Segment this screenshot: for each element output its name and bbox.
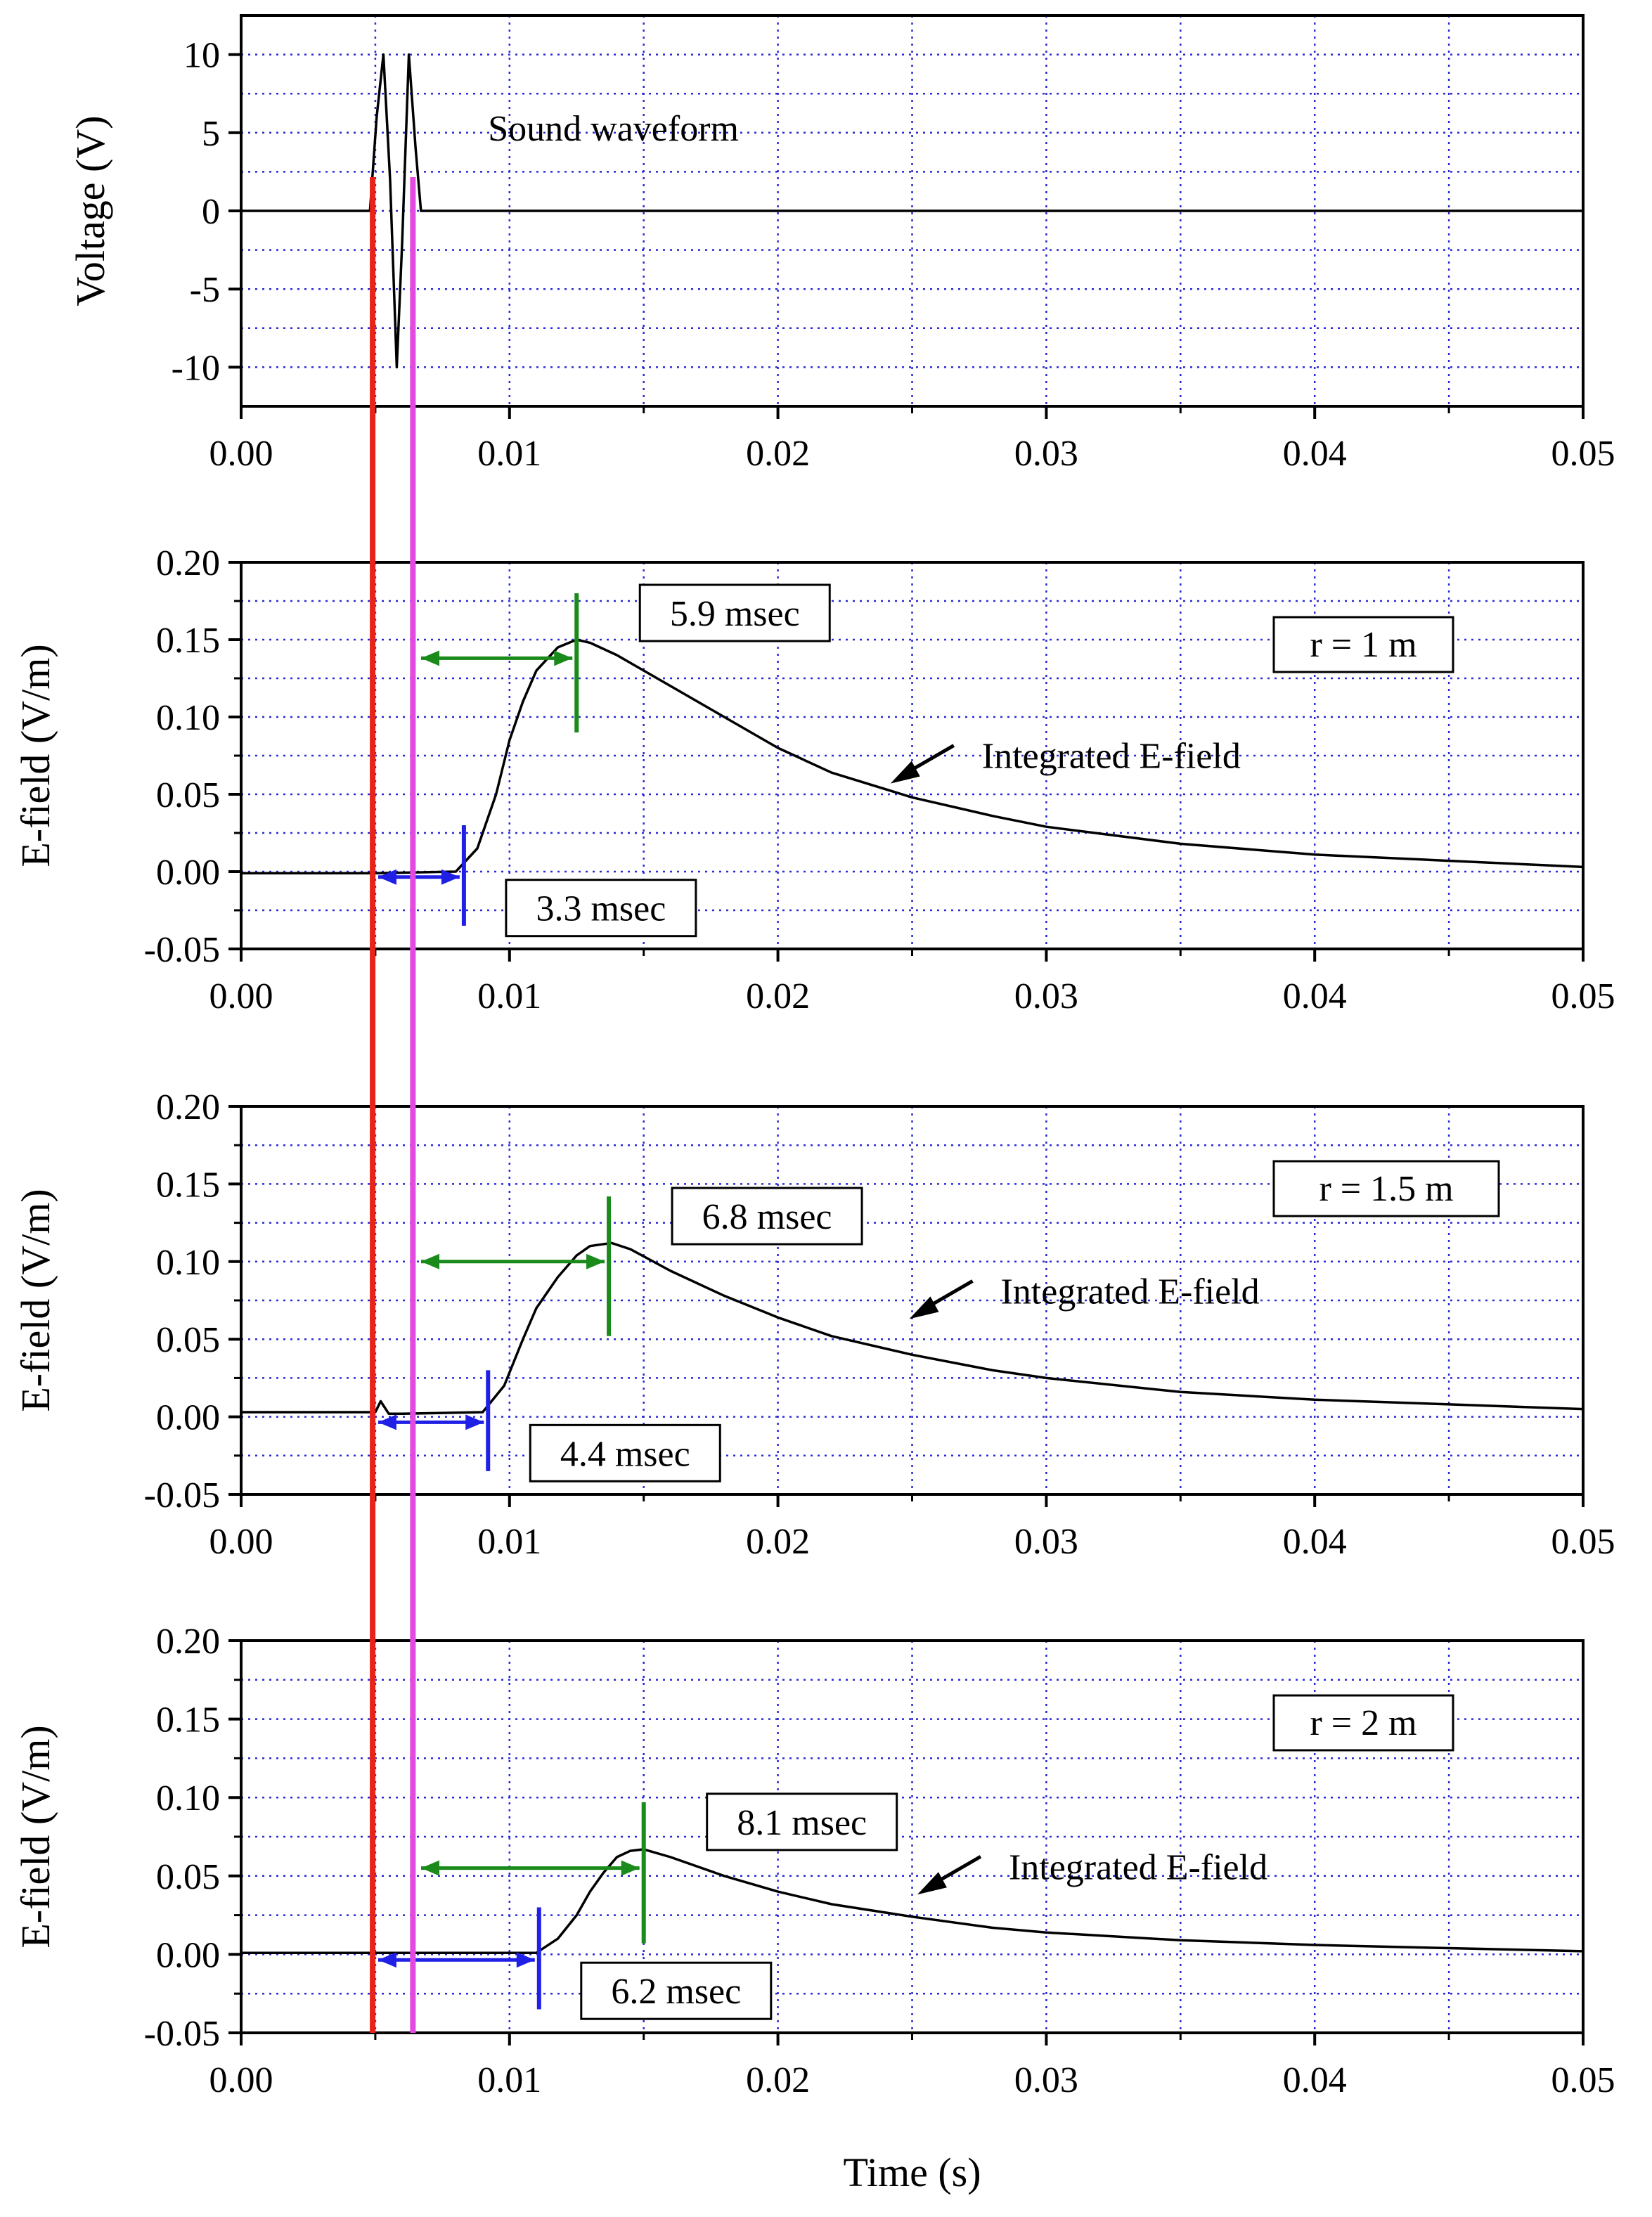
peak-delay-label: 5.9 msec	[670, 594, 800, 634]
arrowhead-right	[554, 650, 573, 666]
arrowhead-right	[621, 1860, 640, 1876]
x-tick-label: 0.04	[1283, 434, 1347, 474]
arrowhead-left	[377, 869, 396, 885]
arrowhead-right	[586, 1253, 605, 1269]
x-tick-label: 0.04	[1283, 1522, 1347, 1562]
y-tick-label: 0.10	[156, 1243, 220, 1283]
x-tick-label: 0.05	[1551, 434, 1615, 474]
y-axis-label: Voltage (V)	[67, 115, 113, 306]
onset-delay-box	[529, 1423, 721, 1482]
panel-r1.5: 0.00 0.01 0.02 0.03 0.04 0.05 -0.05 0.00 0.05 0.1…	[13, 1087, 1615, 1562]
x-tick-label: 0.00	[209, 434, 273, 474]
x-tick-label: 0.04	[1283, 2060, 1347, 2100]
x-tick-label: 0.01	[477, 2060, 541, 2100]
distance-label-box	[1272, 1694, 1454, 1752]
onset-delay-box	[580, 1961, 773, 2020]
peak-delay-box	[706, 1792, 898, 1851]
y-axis-label: E-field (V/m)	[13, 644, 58, 867]
y-tick-label: 10	[183, 36, 220, 76]
x-tick-label: 0.02	[746, 434, 810, 474]
x-tick-label: 0.00	[209, 2060, 273, 2100]
distance-label: r = 2 m	[1310, 1703, 1417, 1743]
annotation-text: Integrated E-field	[1000, 1272, 1259, 1312]
arrowhead-right	[465, 1414, 484, 1430]
arrowhead-right	[441, 869, 460, 885]
panel-r1: 0.00 0.01 0.02 0.03 0.04 0.05 -0.05 0.00 0.05 0.1…	[13, 543, 1615, 1016]
annotation-text: Integrated E-field	[1009, 1847, 1267, 1887]
onset-delay-label: 6.2 msec	[611, 1972, 741, 2012]
x-tick-label: 0.03	[1014, 976, 1078, 1016]
onset-delay-label: 4.4 msec	[560, 1434, 690, 1474]
y-tick-label: -0.05	[144, 1475, 220, 1515]
x-tick-label: 0.02	[746, 1522, 810, 1562]
y-tick-label: 0.15	[156, 621, 220, 661]
distance-label-box	[1272, 616, 1454, 673]
peak-delay-label: 8.1 msec	[737, 1803, 867, 1843]
arrowhead-left	[420, 1860, 439, 1876]
annotation-arrowhead	[890, 761, 920, 784]
y-tick-label: 0.00	[156, 1935, 220, 1975]
x-tick-label: 0.00	[209, 1522, 273, 1562]
arrowhead-left	[420, 1253, 439, 1269]
y-tick-label: 0.15	[156, 1700, 220, 1740]
x-tick-label: 0.01	[477, 434, 541, 474]
y-tick-label: 0.10	[156, 1778, 220, 1818]
arrowhead-left	[420, 650, 439, 666]
x-tick-label: 0.05	[1551, 1522, 1615, 1562]
y-tick-label: 5	[202, 114, 220, 154]
x-tick-label: 0.02	[746, 2060, 810, 2100]
x-tick-label: 0.05	[1551, 2060, 1615, 2100]
x-axis-label: Time (s)	[843, 2150, 981, 2195]
y-tick-label: 0.10	[156, 698, 220, 738]
series-line-0	[241, 638, 1584, 874]
annotation-text: Integrated E-field	[982, 737, 1241, 777]
distance-label: r = 1.5 m	[1319, 1169, 1453, 1209]
x-tick-label: 0.03	[1014, 1522, 1078, 1562]
x-tick-label: 0.05	[1551, 976, 1615, 1016]
panel-r2: 0.00 0.01 0.02 0.03 0.04 0.05 -0.05 0.00 0.05 0.1…	[13, 1622, 1615, 2195]
arrowhead-left	[377, 1952, 396, 1968]
onset-delay-box	[505, 879, 697, 938]
y-tick-label: 0	[202, 192, 220, 232]
annotation-text: Sound waveform	[488, 109, 739, 149]
y-tick-label: 0.20	[156, 543, 220, 583]
y-tick-label: 0.15	[156, 1165, 220, 1205]
y-tick-label: -0.05	[144, 930, 220, 970]
series-line-0	[241, 53, 1583, 369]
distance-label: r = 1 m	[1310, 625, 1417, 665]
annotation-arrowhead	[917, 1872, 947, 1895]
x-tick-label: 0.02	[746, 976, 810, 1016]
y-tick-label: 0.05	[156, 1857, 220, 1897]
y-tick-label: -5	[190, 270, 220, 310]
distance-label-box	[1272, 1160, 1500, 1217]
x-tick-label: 0.01	[477, 976, 541, 1016]
y-tick-label: 0.00	[156, 1398, 220, 1438]
y-tick-label: 0.20	[156, 1087, 220, 1127]
x-tick-label: 0.00	[209, 976, 273, 1016]
y-axis-label: E-field (V/m)	[13, 1189, 58, 1411]
peak-delay-box	[638, 583, 831, 642]
x-tick-label: 0.03	[1014, 434, 1078, 474]
panel-top: 0.00 0.01 0.02 0.03 0.04 0.05 -10 -5 0 5 10 Voltage…	[67, 14, 1615, 474]
series-line-0	[241, 1241, 1584, 1415]
y-tick-label: 0.20	[156, 1622, 220, 1662]
x-tick-label: 0.04	[1283, 976, 1347, 1016]
x-tick-label: 0.01	[477, 1522, 541, 1562]
arrowhead-left	[377, 1414, 396, 1430]
arrowhead-right	[516, 1952, 535, 1968]
annotation-arrowhead	[909, 1296, 939, 1319]
peak-delay-label: 6.8 msec	[702, 1197, 832, 1237]
y-tick-label: 0.05	[156, 775, 220, 815]
peak-delay-box	[671, 1187, 863, 1246]
x-tick-label: 0.03	[1014, 2060, 1078, 2100]
y-tick-label: -0.05	[144, 2014, 220, 2054]
y-axis-label: E-field (V/m)	[13, 1725, 58, 1948]
onset-delay-label: 3.3 msec	[536, 889, 666, 929]
y-tick-label: 0.05	[156, 1320, 220, 1360]
y-tick-label: -10	[172, 348, 220, 388]
y-tick-label: 0.00	[156, 853, 220, 893]
series-line-0	[241, 1848, 1584, 1954]
